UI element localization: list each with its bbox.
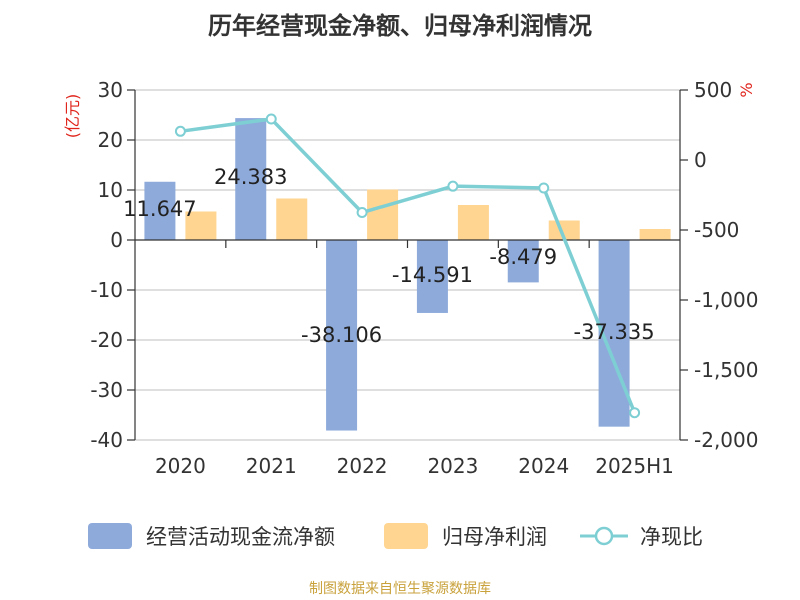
ratio-point (629, 407, 641, 419)
y2-tick-label: -1,500 (694, 358, 758, 382)
x-tick-label: 2024 (518, 454, 569, 478)
y-tick-label: 10 (98, 178, 123, 202)
x-tick-label: 2025H1 (595, 454, 674, 478)
legend-item-ratio[interactable]: 净现比 (580, 516, 703, 556)
x-tick-label: 2020 (155, 454, 206, 478)
bar-netprofit (276, 198, 308, 240)
y-tick-label: 20 (98, 128, 123, 152)
y2-tick-label: -2,000 (694, 428, 758, 452)
y2-tick-label: 500 (694, 78, 732, 102)
x-tick-label: 2022 (337, 454, 388, 478)
x-tick-label: 2021 (246, 454, 297, 478)
source-footer: 制图数据来自恒生聚源数据库 (309, 581, 491, 597)
bar-netprofit (185, 211, 217, 240)
legend: 经营活动现金流净额 归母净利润 净现比 (0, 516, 800, 556)
chart-title: 历年经营现金净额、归母净利润情况 (208, 12, 592, 40)
bar-cashflow (144, 181, 176, 240)
legend-label-netprofit: 归母净利润 (442, 525, 547, 549)
data-label-cashflow: -38.106 (301, 323, 382, 347)
bar-netprofit (548, 220, 580, 240)
y-tick-label: -40 (90, 428, 123, 452)
y2-axis-title: % (737, 82, 756, 97)
y2-tick-label: 0 (694, 148, 707, 172)
y-axis-title: (亿元) (63, 94, 82, 139)
ratio-point (265, 113, 277, 125)
y-tick-label: -20 (90, 328, 123, 352)
ratio-point (538, 182, 550, 194)
legend-swatch-netprofit (384, 523, 428, 549)
y-tick-label: 30 (98, 78, 123, 102)
legend-label-ratio: 净现比 (640, 525, 703, 549)
x-tick-label: 2023 (427, 454, 478, 478)
y-tick-label: -30 (90, 378, 123, 402)
legend-item-netprofit[interactable]: 归母净利润 (384, 516, 547, 556)
bar-netprofit (457, 205, 489, 240)
legend-swatch-cashflow (88, 523, 132, 549)
ratio-point (356, 207, 368, 218)
data-label-cashflow: 11.647 (123, 197, 196, 221)
bar-netprofit (367, 189, 399, 240)
bar-cashflow (416, 240, 448, 313)
ratio-point (174, 125, 186, 137)
y-tick-label: -10 (90, 278, 123, 302)
y-tick-label: 0 (110, 228, 123, 252)
data-label-cashflow: -8.479 (489, 245, 557, 269)
bar-cashflow (507, 240, 539, 283)
legend-swatch-ratio (580, 526, 628, 546)
data-label-cashflow: -14.591 (392, 263, 473, 287)
ratio-point (447, 180, 459, 192)
legend-label-cashflow: 经营活动现金流净额 (146, 525, 335, 549)
data-label-cashflow: 24.383 (214, 165, 287, 189)
y2-tick-label: -1,000 (694, 288, 758, 312)
y2-tick-label: -500 (694, 218, 739, 242)
data-label-cashflow: -37.335 (574, 320, 655, 344)
ratio-line (180, 117, 637, 414)
bar-cashflow (235, 118, 267, 240)
legend-item-cashflow[interactable]: 经营活动现金流净额 (88, 516, 335, 556)
bar-cashflow (326, 240, 358, 431)
bar-netprofit (639, 229, 671, 240)
